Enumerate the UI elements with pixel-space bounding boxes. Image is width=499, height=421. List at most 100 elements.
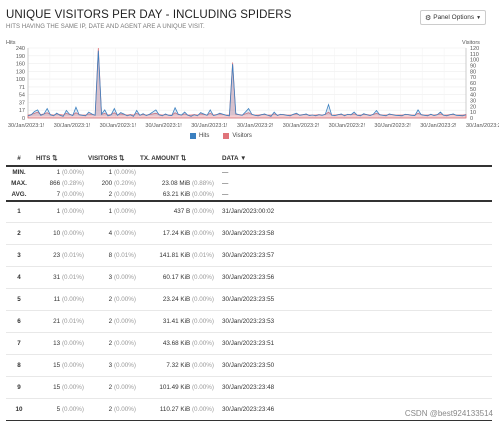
row-visitors-value: 2 — [108, 384, 113, 391]
legend-swatch-visitors — [223, 133, 230, 139]
table-row[interactable]: 7 13 (0.00%) 2 (0.00%) 43.68 KiB (0.00%) 30/… — [6, 332, 492, 355]
y-left-tick-label: 37 — [19, 100, 25, 106]
col-header-visitors[interactable]: VISITORS ⇅ — [88, 152, 140, 167]
row-visitors: 8 (0.01%) — [88, 244, 140, 267]
x-tick-label: 30/Jan/2023:2! — [420, 123, 457, 129]
row-tx-value: 437 B — [173, 208, 191, 216]
row-visitors-percent: (0.00%) — [113, 340, 136, 347]
summary-visitors-value: 1 — [108, 169, 113, 177]
table-row[interactable]: 8 15 (0.00%) 3 (0.00%) 7.32 KiB (0.00%) 30/J… — [6, 354, 492, 377]
row-hits: 10 (0.00%) — [36, 222, 88, 245]
row-tx-value: 43.68 KiB — [162, 340, 191, 347]
table-row[interactable]: 2 10 (0.00%) 4 (0.00%) 17.24 KiB (0.00%) 30/… — [6, 222, 492, 245]
summary-visitors: 2 (0.00%) — [88, 189, 140, 202]
row-index: 1 — [6, 200, 36, 223]
table-row[interactable]: 3 23 (0.01%) 8 (0.01%) 141.81 KiB (0.01%) 30… — [6, 244, 492, 267]
summary-tx-value: 23.08 MiB — [161, 179, 191, 187]
row-visitors: 4 (0.00%) — [88, 222, 140, 245]
row-visitors: 2 (0.00%) — [88, 332, 140, 355]
y-right-tick-label: 80 — [470, 69, 476, 75]
col-header-data[interactable]: DATA ▼ — [218, 152, 492, 167]
y-right-tick-label: 100 — [470, 58, 479, 64]
row-visitors: 2 (0.00%) — [88, 310, 140, 333]
row-visitors: 2 (0.00%) — [88, 398, 140, 421]
summary-hits-value: 7 — [56, 190, 61, 198]
visitors-chart: Hits Visitors2401901601301007154371701201… — [6, 40, 499, 129]
col-header-tx-amount[interactable]: TX. AMOUNT ⇅ — [140, 152, 218, 167]
row-visitors-value: 1 — [108, 208, 113, 216]
summary-label: AVG. — [6, 189, 36, 202]
row-hits-percent: (0.00%) — [61, 208, 84, 216]
table-row[interactable]: 6 21 (0.01%) 2 (0.00%) 31.41 KiB (0.00%) 30/… — [6, 310, 492, 333]
table-row[interactable]: 4 31 (0.01%) 3 (0.00%) 60.17 KiB (0.00%) 30/… — [6, 266, 492, 289]
summary-label: MAX. — [11, 179, 27, 187]
row-hits-percent: (0.00%) — [61, 384, 84, 391]
row-visitors-percent: (0.00%) — [113, 208, 136, 216]
row-data: 30/Jan/2023:23:48 — [218, 376, 492, 399]
row-hits: 15 (0.00%) — [36, 376, 88, 399]
summary-label: MIN. — [12, 169, 26, 177]
y-right-axis-title: Visitors — [462, 40, 480, 46]
legend-label-visitors: Visitors — [232, 133, 252, 139]
row-hits-percent: (0.01%) — [61, 274, 84, 281]
y-right-tick-label: 70 — [470, 75, 476, 81]
y-right-tick-label: 40 — [470, 93, 476, 99]
row-hits: 31 (0.01%) — [36, 266, 88, 289]
row-visitors-value: 2 — [108, 318, 113, 325]
row-tx: 31.41 KiB (0.00%) — [140, 310, 218, 333]
y-left-tick-label: 0 — [22, 116, 25, 122]
y-left-tick-label: 54 — [19, 93, 25, 99]
x-tick-label: 30/Jan/2023:2! — [466, 123, 499, 129]
row-visitors-percent: (0.00%) — [113, 362, 136, 369]
panel-options-button[interactable]: ⚙ Panel Options ▼ — [420, 10, 486, 25]
row-visitors-value: 3 — [108, 362, 113, 369]
x-tick-label: 30/Jan/2023:1! — [145, 123, 182, 129]
summary-visitors-percent: (0.20%) — [113, 179, 136, 187]
y-left-tick-label: 190 — [16, 54, 25, 60]
row-index: 3 — [6, 244, 36, 267]
y-left-tick-label: 71 — [19, 85, 25, 91]
row-hits-value: 1 — [56, 208, 61, 216]
legend-item-visitors[interactable]: Visitors — [223, 133, 252, 139]
sort-icon: ⇅ — [180, 155, 186, 162]
row-tx: 43.68 KiB (0.00%) — [140, 332, 218, 355]
row-data: 30/Jan/2023:23:53 — [218, 310, 492, 333]
table-row[interactable]: 10 5 (0.00%) 2 (0.00%) 110.27 KiB (0.00%) 30… — [6, 398, 492, 421]
row-visitors-value: 2 — [108, 340, 113, 347]
row-hits-percent: (0.01%) — [61, 252, 84, 259]
row-tx-value: 7.32 KiB — [166, 362, 191, 369]
row-visitors-percent: (0.00%) — [113, 230, 136, 237]
row-tx-value: 23.24 KiB — [162, 296, 191, 303]
row-hits-value: 13 — [53, 340, 61, 347]
summary-visitors-percent: (0.00%) — [113, 190, 136, 198]
chevron-down-icon: ▼ — [476, 14, 482, 21]
row-data: 30/Jan/2023:23:57 — [218, 244, 492, 267]
col-header-hits[interactable]: HITS ⇅ — [36, 152, 88, 167]
row-tx-percent: (0.00%) — [191, 362, 214, 369]
table-row[interactable]: 5 11 (0.00%) 2 (0.00%) 23.24 KiB (0.00%) 30/… — [6, 288, 492, 311]
summary-hits-percent: (0.00%) — [61, 190, 84, 198]
y-left-tick-label: 160 — [16, 62, 25, 68]
row-tx: 23.24 KiB (0.00%) — [140, 288, 218, 311]
summary-row: AVG. 7 (0.00%) 2 (0.00%) 63.21 KiB (0.00%) — — [6, 189, 492, 202]
summary-hits: 7 (0.00%) — [36, 189, 88, 202]
summary-row: MIN. 1 (0.00%) 1 (0.00%) — — [6, 166, 492, 178]
y-left-tick-label: 17 — [19, 108, 25, 114]
row-hits-value: 15 — [53, 362, 61, 369]
y-right-tick-label: 20 — [470, 104, 476, 110]
row-index: 4 — [6, 266, 36, 289]
x-tick-label: 30/Jan/2023:1! — [54, 123, 91, 129]
summary-visitors-percent: (0.00%) — [113, 169, 136, 177]
panel-options-label: Panel Options — [433, 14, 475, 21]
row-visitors: 2 (0.00%) — [88, 376, 140, 399]
legend-item-hits[interactable]: Hits — [190, 133, 209, 139]
row-visitors-value: 4 — [108, 230, 113, 237]
x-tick-label: 30/Jan/2023:2! — [237, 123, 274, 129]
summary-data: — — [222, 169, 229, 177]
row-tx-percent: (0.00%) — [191, 405, 214, 413]
row-visitors-percent: (0.00%) — [113, 384, 136, 391]
table-row[interactable]: 9 15 (0.00%) 2 (0.00%) 101.49 KiB (0.00%) 30… — [6, 376, 492, 399]
row-hits-percent: (0.00%) — [61, 405, 84, 413]
row-visitors-percent: (0.01%) — [113, 252, 136, 259]
